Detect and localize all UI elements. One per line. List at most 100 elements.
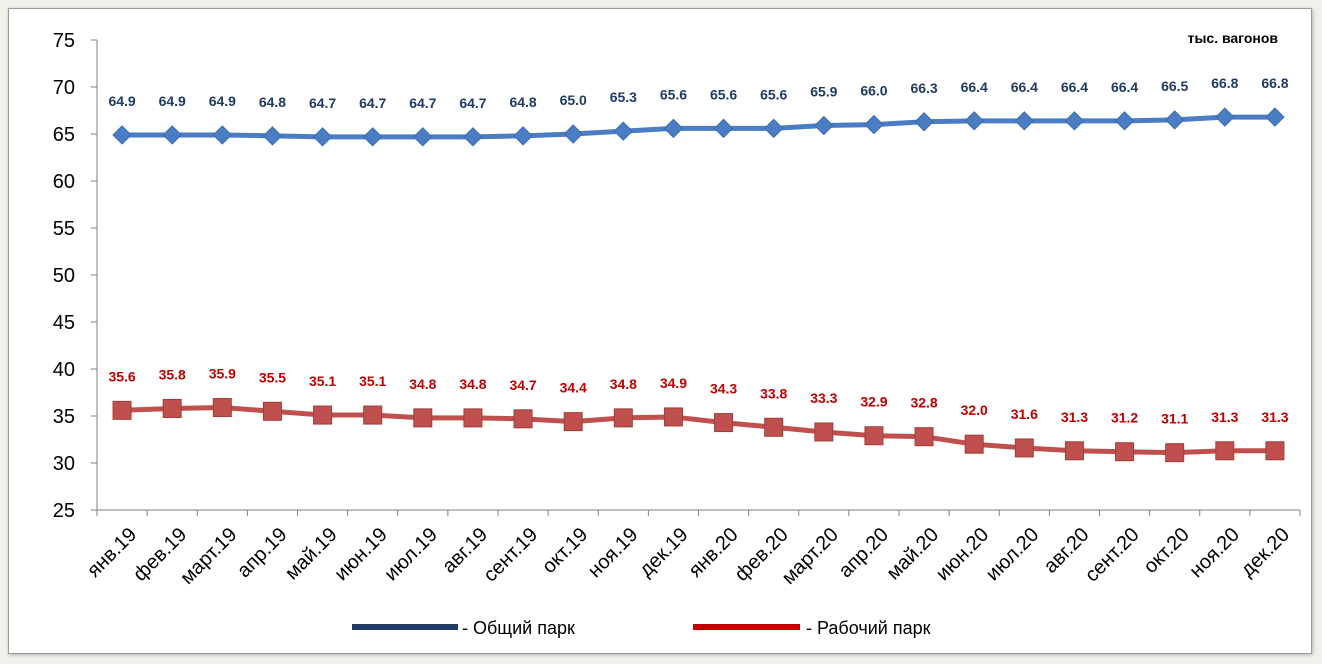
data-label: 32.0 (961, 402, 988, 418)
data-label: 64.8 (259, 94, 286, 110)
data-point-diamond (864, 114, 884, 135)
legend: - Общий парк - Рабочий парк (352, 618, 931, 638)
data-point-diamond (1215, 107, 1235, 127)
data-label: 64.9 (108, 93, 135, 109)
data-label: 64.9 (159, 93, 186, 109)
data-label: 32.8 (910, 395, 937, 411)
data-label: 64.7 (459, 95, 486, 111)
legend-label: - Общий парк (462, 618, 575, 638)
legend-label: - Рабочий парк (806, 618, 931, 638)
y-tick-label: 55 (53, 218, 75, 240)
data-label: 64.7 (409, 95, 436, 111)
data-point-square (1165, 443, 1185, 463)
y-tick-label: 65 (53, 124, 75, 146)
data-label: 35.1 (359, 373, 386, 389)
data-point-square (563, 412, 583, 432)
y-tick-label: 40 (53, 359, 75, 381)
data-point-square (964, 434, 984, 454)
data-point-square (814, 422, 834, 442)
data-label: 64.7 (359, 95, 386, 111)
data-point-square (363, 405, 383, 425)
data-label: 65.0 (560, 92, 587, 108)
data-label: 35.6 (108, 368, 135, 384)
data-point-diamond (262, 126, 283, 146)
data-label: 31.3 (1061, 409, 1088, 425)
data-point-diamond (312, 127, 333, 147)
y-tick-label: 70 (53, 77, 75, 99)
data-point-diamond (463, 127, 483, 147)
x-tick-label: окт.19 (538, 524, 592, 578)
x-tick-label: апр.19 (233, 524, 292, 583)
y-tick-label: 35 (53, 406, 75, 428)
y-tick-label: 60 (53, 171, 75, 193)
data-point-square (1014, 438, 1034, 458)
data-label: 65.6 (710, 86, 737, 102)
data-point-square (914, 427, 934, 447)
data-label: 66.4 (961, 79, 988, 95)
x-tick-label: март.19 (176, 524, 241, 589)
x-axis: янв.19фев.19март.19апр.19май.19июн.19июл… (83, 509, 1301, 589)
data-point-diamond (1265, 107, 1285, 127)
x-tick-label: май.20 (882, 524, 943, 585)
data-label: 34.8 (459, 376, 486, 392)
data-point-diamond (1064, 111, 1085, 131)
x-tick-label: сент.19 (479, 524, 542, 587)
data-point-diamond (713, 118, 734, 139)
data-point-square (262, 401, 282, 421)
data-point-square (764, 417, 784, 437)
data-label: 66.0 (860, 83, 887, 99)
x-tick-label: ноя.20 (1185, 524, 1244, 583)
data-label: 66.5 (1161, 78, 1188, 94)
series-2 (112, 398, 1285, 463)
data-point-square (212, 398, 232, 418)
data-label: 64.8 (509, 94, 536, 110)
data-label: 32.9 (860, 394, 887, 410)
data-point-diamond (162, 125, 182, 145)
data-point-diamond (663, 118, 684, 139)
data-point-square (1064, 441, 1084, 461)
data-label: 34.8 (409, 376, 436, 392)
data-labels: 64.9 64.9 64.9 64.8 64.7 64.7 64.7 64.7 64.8 65.0… (108, 75, 1288, 427)
unit-label: тыс. вагонов (1188, 30, 1279, 46)
data-label: 64.7 (309, 95, 336, 111)
data-label: 31.6 (1011, 406, 1038, 422)
data-label: 65.6 (660, 86, 687, 102)
data-point-square (613, 408, 633, 428)
data-label: 34.3 (710, 381, 737, 397)
data-point-diamond (563, 124, 583, 144)
data-point-square (864, 426, 884, 446)
data-label: 31.2 (1111, 410, 1138, 426)
data-label: 33.3 (810, 390, 837, 406)
y-tick-label: 25 (53, 500, 75, 522)
data-point-diamond (914, 112, 934, 132)
chart-frame (8, 8, 1312, 654)
data-label: 65.6 (760, 86, 787, 102)
data-label: 33.8 (760, 385, 787, 401)
y-tick-label: 45 (53, 312, 75, 334)
x-tick-label: окт.20 (1139, 524, 1193, 578)
series-line (121, 405, 1275, 456)
x-tick-label: сент.20 (1081, 524, 1144, 587)
x-tick-label: июл.19 (380, 524, 442, 586)
data-point-diamond (613, 121, 634, 141)
data-point-square (513, 409, 533, 429)
data-point-square (1265, 441, 1285, 461)
x-tick-label: дек.20 (1237, 524, 1295, 582)
data-point-diamond (1014, 111, 1035, 131)
data-label: 35.9 (209, 366, 236, 382)
data-label: 66.4 (1061, 79, 1088, 95)
data-point-diamond (112, 125, 132, 145)
x-tick-label: ноя.19 (584, 524, 643, 583)
x-tick-label: май.19 (281, 524, 342, 585)
data-point-square (1115, 442, 1135, 462)
data-label: 34.4 (560, 380, 587, 396)
data-label: 65.9 (810, 84, 837, 100)
data-point-square (1215, 441, 1235, 461)
data-point-square (413, 408, 433, 428)
data-label: 66.8 (1261, 75, 1288, 91)
legend-item-2: - Рабочий парк (693, 618, 931, 638)
x-tick-label: июн.20 (932, 524, 994, 586)
data-point-square (162, 398, 182, 418)
data-label: 31.1 (1161, 411, 1188, 427)
